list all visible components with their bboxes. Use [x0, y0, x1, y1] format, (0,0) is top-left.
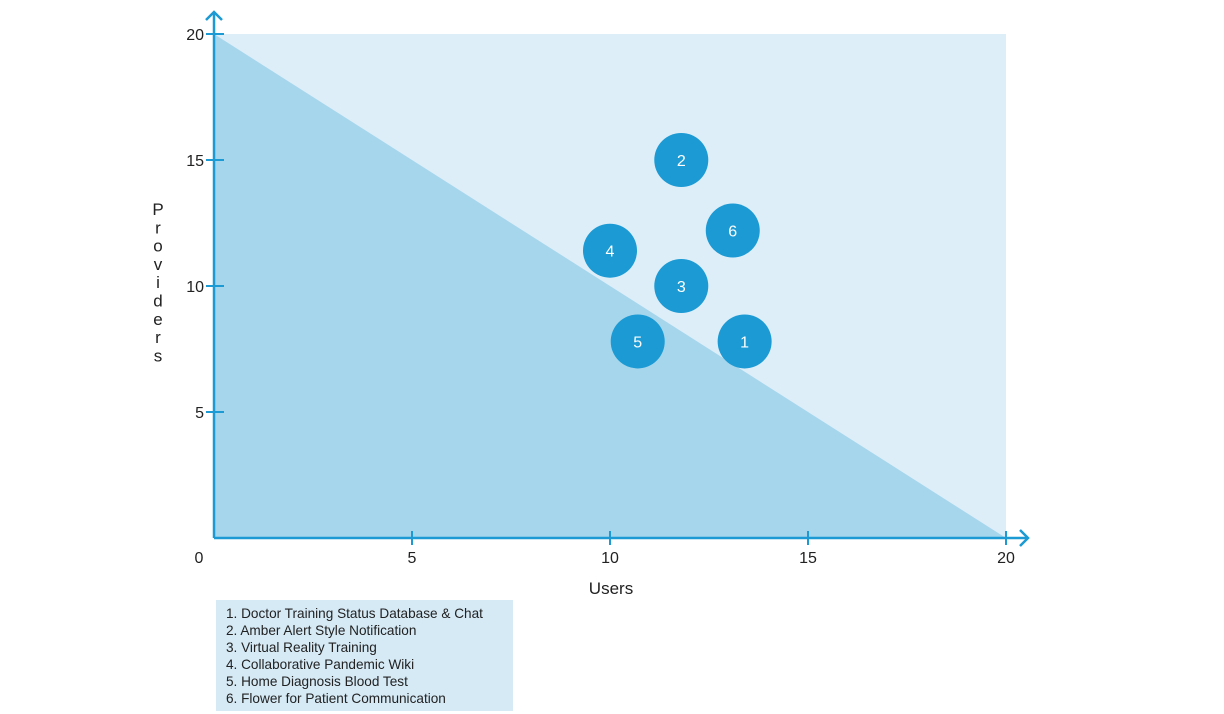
point-label-3: 3 — [677, 279, 686, 296]
y-tick-label-5: 5 — [195, 405, 204, 422]
x-tick-label-10: 10 — [601, 550, 619, 567]
point-4: 4 — [583, 223, 637, 278]
legend-item-3: 3. Virtual Reality Training — [226, 639, 377, 655]
y-axis-title-letter: d — [153, 292, 162, 311]
point-circle-1 — [717, 314, 772, 369]
point-3: 3 — [654, 259, 709, 313]
point-1: 1 — [717, 314, 772, 369]
y-axis-title-letter: s — [154, 346, 163, 365]
x-tick-label-0: 0 — [195, 550, 204, 567]
x-axis-title: Users — [589, 579, 633, 598]
x-tick-label-15: 15 — [799, 550, 817, 567]
y-axis-title-letter: r — [155, 218, 161, 237]
point-5: 5 — [610, 314, 665, 369]
point-circle-4 — [583, 223, 637, 278]
y-tick-label-10: 10 — [186, 279, 204, 296]
point-label-2: 2 — [677, 153, 686, 170]
point-6: 6 — [705, 203, 760, 258]
point-2: 2 — [654, 133, 709, 187]
point-circle-5 — [610, 314, 665, 369]
point-circle-2 — [654, 133, 709, 187]
y-tick-label-15: 15 — [186, 153, 204, 170]
point-circle-3 — [654, 259, 709, 313]
region-lower — [214, 34, 1006, 538]
legend-item-1: 1. Doctor Training Status Database & Cha… — [226, 606, 483, 621]
point-label-1: 1 — [740, 334, 749, 351]
legend-item-5: 5. Home Diagnosis Blood Test — [226, 673, 408, 689]
y-axis-title-letter: v — [154, 255, 163, 274]
legend-item-4: 4. Collaborative Pandemic Wiki — [226, 656, 415, 672]
points-layer: 1 2 3 4 5 6 — [583, 133, 772, 369]
point-circle-6 — [705, 203, 760, 258]
point-label-5: 5 — [633, 334, 642, 351]
legend-item-2: 2. Amber Alert Style Notification — [226, 622, 417, 638]
y-axis-arrow — [205, 10, 223, 21]
regions-layer — [214, 34, 1006, 538]
legend: 1. Doctor Training Status Database & Cha… — [216, 600, 513, 711]
y-axis-title-letter: i — [156, 273, 160, 292]
y-tick-label-20: 20 — [186, 27, 204, 44]
y-axis-title-letter: r — [155, 328, 161, 347]
y-axis-title-letter: o — [153, 237, 162, 256]
point-label-4: 4 — [606, 244, 615, 261]
point-label-6: 6 — [728, 224, 737, 241]
y-axis-title-letter: e — [153, 310, 162, 329]
y-axis-title-letter: P — [152, 200, 163, 219]
axes-layer — [205, 10, 1030, 547]
x-tick-label-5: 5 — [408, 550, 417, 567]
x-tick-label-20: 20 — [997, 550, 1015, 567]
legend-item-6: 6. Flower for Patient Communication — [226, 690, 446, 706]
x-axis-arrow — [1019, 529, 1030, 547]
